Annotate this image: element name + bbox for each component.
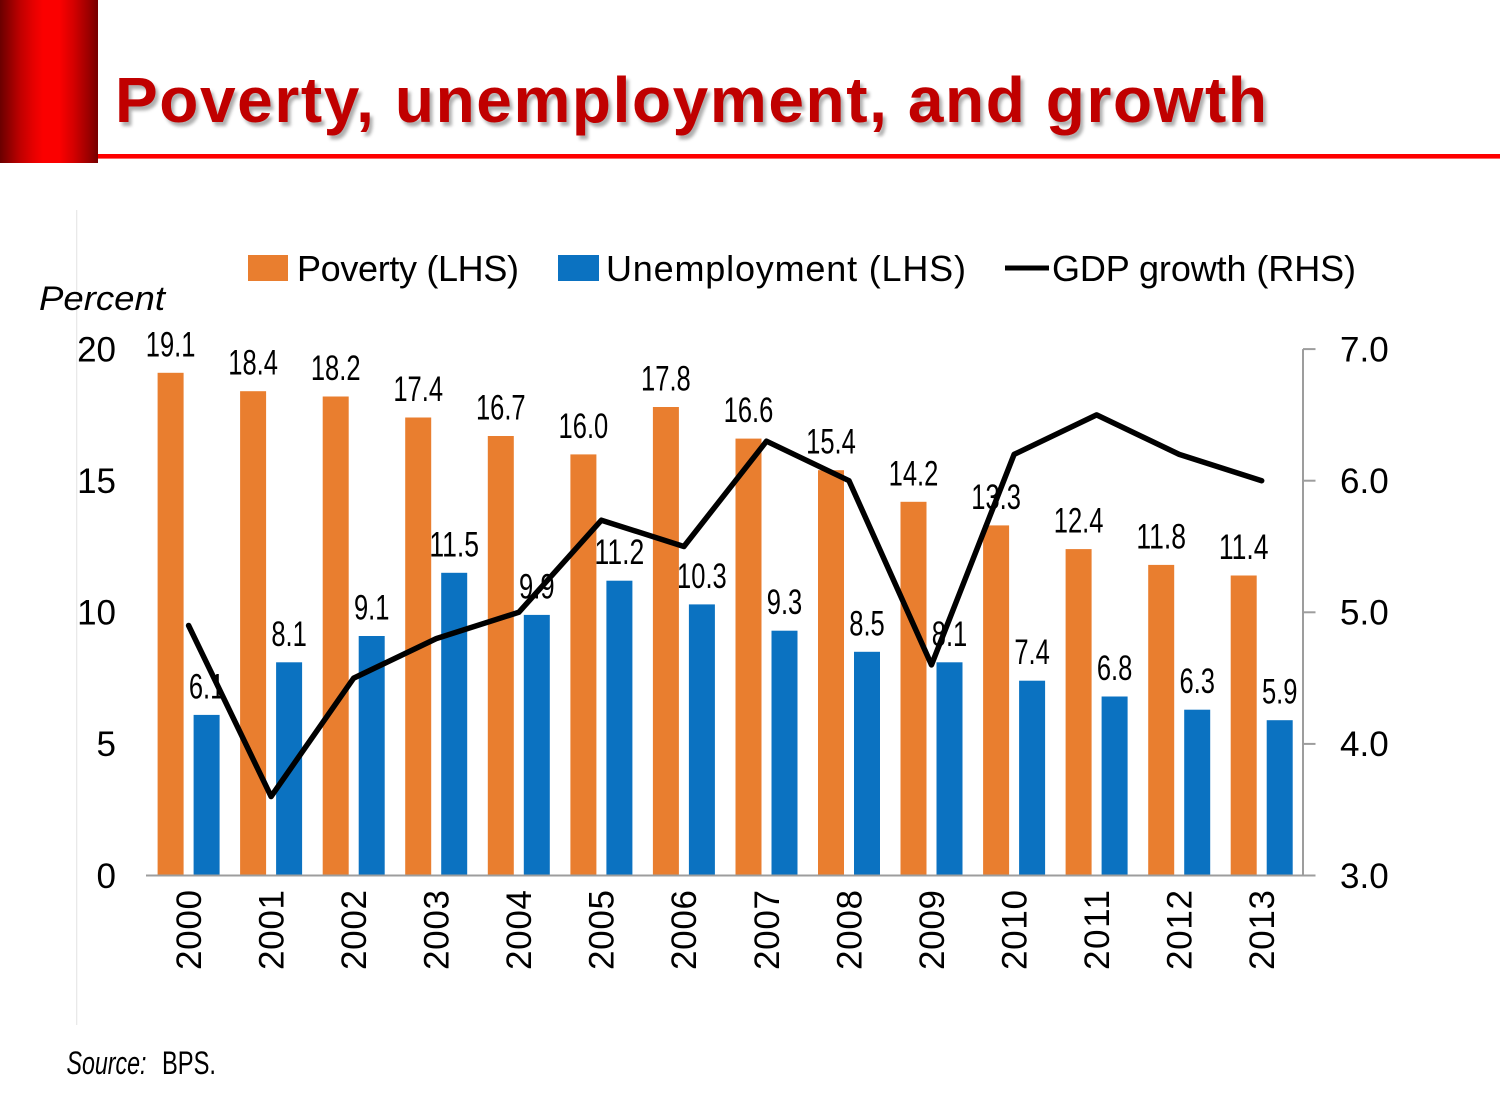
svg-text:2010: 2010 bbox=[995, 890, 1034, 970]
svg-text:2012: 2012 bbox=[1161, 890, 1200, 970]
svg-text:9.1: 9.1 bbox=[354, 589, 390, 628]
svg-text:17.8: 17.8 bbox=[641, 360, 691, 399]
svg-text:11.5: 11.5 bbox=[429, 525, 479, 564]
svg-text:5: 5 bbox=[97, 725, 116, 764]
svg-text:12.4: 12.4 bbox=[1054, 502, 1104, 541]
svg-text:Source:: Source: bbox=[67, 1045, 147, 1081]
svg-text:14.2: 14.2 bbox=[889, 454, 939, 493]
svg-text:16.7: 16.7 bbox=[476, 389, 526, 428]
svg-text:19.1: 19.1 bbox=[146, 325, 196, 364]
svg-text:5.9: 5.9 bbox=[1262, 673, 1298, 712]
svg-text:2002: 2002 bbox=[335, 890, 374, 970]
svg-text:6.0: 6.0 bbox=[1340, 462, 1389, 501]
svg-text:GDP growth (RHS): GDP growth (RHS) bbox=[1052, 248, 1356, 289]
svg-text:Poverty, unemployment, and gro: Poverty, unemployment, and growth bbox=[118, 68, 1270, 140]
svg-text:0: 0 bbox=[97, 857, 116, 896]
svg-text:11.8: 11.8 bbox=[1136, 517, 1186, 556]
svg-text:2001: 2001 bbox=[252, 890, 291, 970]
svg-text:6.1: 6.1 bbox=[189, 667, 225, 706]
svg-text:5.0: 5.0 bbox=[1340, 594, 1389, 633]
svg-text:8.5: 8.5 bbox=[849, 604, 885, 643]
svg-text:Poverty (LHS): Poverty (LHS) bbox=[297, 248, 519, 289]
svg-text:9.9: 9.9 bbox=[519, 567, 555, 606]
svg-text:8.1: 8.1 bbox=[271, 615, 307, 654]
svg-text:18.2: 18.2 bbox=[311, 349, 361, 388]
svg-text:Percent: Percent bbox=[39, 280, 167, 318]
svg-text:2000: 2000 bbox=[170, 890, 209, 970]
svg-text:17.4: 17.4 bbox=[393, 370, 443, 409]
svg-text:7.4: 7.4 bbox=[1014, 633, 1050, 672]
svg-text:2006: 2006 bbox=[665, 890, 704, 970]
svg-text:16.0: 16.0 bbox=[559, 407, 609, 446]
svg-text:3.0: 3.0 bbox=[1340, 857, 1389, 896]
svg-text:4.0: 4.0 bbox=[1340, 725, 1389, 764]
svg-text:18.4: 18.4 bbox=[228, 344, 278, 383]
svg-text:2007: 2007 bbox=[748, 890, 787, 970]
svg-text:2011: 2011 bbox=[1078, 890, 1117, 970]
svg-text:2013: 2013 bbox=[1243, 890, 1282, 970]
svg-text:Poverty, unemployment, and gro: Poverty, unemployment, and growth bbox=[115, 64, 1267, 136]
svg-text:20: 20 bbox=[77, 330, 116, 369]
svg-text:11.4: 11.4 bbox=[1219, 528, 1269, 567]
svg-text:2005: 2005 bbox=[583, 890, 622, 970]
svg-text:6.3: 6.3 bbox=[1179, 662, 1215, 701]
svg-text:16.6: 16.6 bbox=[724, 391, 774, 430]
svg-text:6.8: 6.8 bbox=[1097, 649, 1133, 688]
svg-text:10.3: 10.3 bbox=[677, 557, 727, 596]
svg-text:11.2: 11.2 bbox=[595, 533, 645, 572]
svg-text:8.1: 8.1 bbox=[932, 615, 968, 654]
svg-text:2003: 2003 bbox=[418, 890, 457, 970]
svg-text:9.3: 9.3 bbox=[767, 583, 803, 622]
svg-text:2008: 2008 bbox=[830, 890, 869, 970]
svg-text:BPS.: BPS. bbox=[162, 1045, 216, 1081]
svg-text:13.3: 13.3 bbox=[971, 478, 1021, 517]
svg-text:15: 15 bbox=[77, 462, 116, 501]
svg-text:Unemployment (LHS): Unemployment (LHS) bbox=[606, 248, 966, 289]
svg-text:2004: 2004 bbox=[500, 890, 539, 970]
svg-text:10: 10 bbox=[77, 594, 116, 633]
svg-text:7.0: 7.0 bbox=[1340, 330, 1389, 369]
svg-text:15.4: 15.4 bbox=[806, 423, 856, 462]
svg-text:2009: 2009 bbox=[913, 890, 952, 970]
